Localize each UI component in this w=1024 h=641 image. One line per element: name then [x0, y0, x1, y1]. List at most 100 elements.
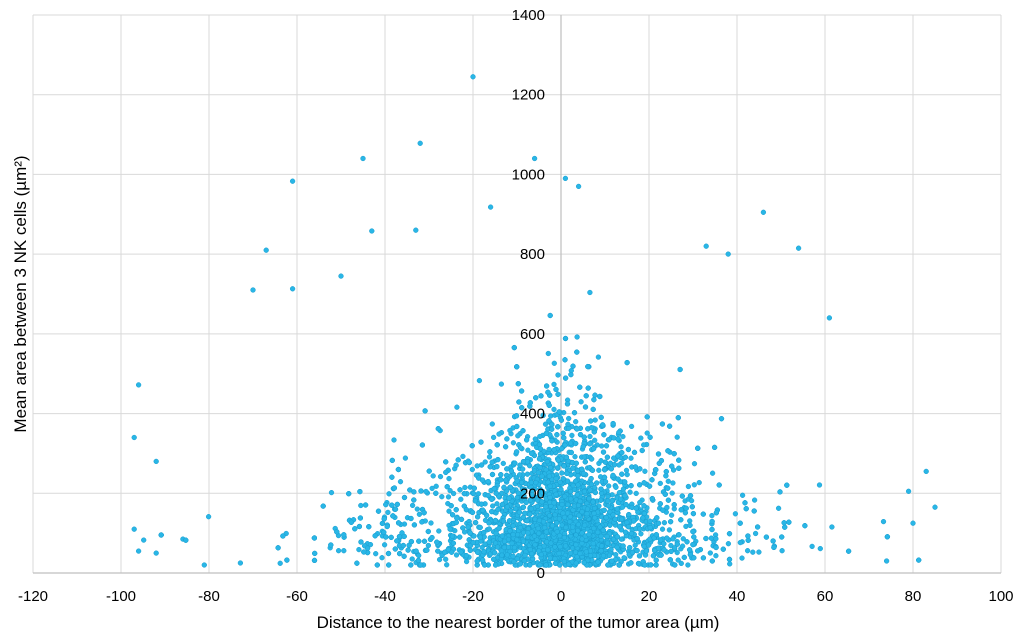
scatter-point	[590, 446, 597, 452]
scatter-point	[587, 289, 593, 296]
scatter-point	[312, 550, 318, 557]
scatter-point	[695, 548, 701, 554]
scatter-point	[388, 534, 394, 541]
scatter-point	[932, 504, 938, 510]
scatter-point	[592, 489, 598, 496]
scatter-point	[425, 528, 431, 535]
scatter-point	[635, 560, 642, 567]
x-tick-label: -60	[286, 588, 308, 605]
scatter-point	[517, 472, 523, 478]
scatter-point	[802, 523, 808, 529]
scatter-point	[474, 549, 481, 555]
x-tick-label: -20	[462, 588, 484, 605]
scatter-point	[687, 552, 694, 558]
scatter-point	[549, 522, 556, 529]
scatter-point	[567, 440, 574, 446]
scatter-point	[496, 431, 502, 437]
scatter-point	[445, 494, 452, 500]
scatter-point	[383, 534, 389, 540]
scatter-point	[883, 558, 890, 564]
scatter-point	[500, 460, 506, 467]
scatter-point	[436, 528, 442, 534]
scatter-point	[516, 509, 523, 516]
scatter-point	[588, 418, 594, 424]
scatter-point	[277, 560, 283, 566]
scatter-point	[600, 449, 607, 455]
scatter-point	[411, 497, 417, 503]
scatter-point	[615, 453, 621, 459]
scatter-point	[726, 556, 733, 563]
scatter-point	[381, 542, 388, 548]
y-tick-label: 200	[520, 485, 545, 502]
scatter-point	[131, 526, 137, 532]
scatter-point	[357, 515, 364, 521]
scatter-point	[763, 534, 770, 540]
y-tick-label: 400	[520, 406, 545, 423]
scatter-point	[613, 484, 619, 490]
y-tick-label: 600	[520, 326, 545, 343]
scatter-point	[536, 548, 542, 554]
scatter-point	[600, 553, 607, 559]
scatter-point	[691, 555, 697, 561]
scatter-point	[655, 545, 662, 551]
scatter-point	[671, 502, 677, 508]
scatter-point	[639, 447, 645, 454]
scatter-point	[564, 401, 571, 407]
scatter-point	[534, 537, 540, 543]
scatter-point	[655, 520, 662, 526]
scatter-point	[614, 534, 620, 540]
scatter-point	[619, 504, 626, 510]
scatter-point	[537, 446, 544, 452]
y-tick-label: 1200	[512, 87, 545, 104]
scatter-point	[470, 74, 476, 80]
scatter-point	[526, 463, 533, 469]
scatter-point	[610, 536, 617, 543]
scatter-point	[481, 562, 488, 568]
scatter-point	[923, 468, 929, 475]
scatter-point	[492, 517, 499, 524]
scatter-point	[527, 562, 533, 568]
scatter-point	[561, 435, 567, 441]
scatter-point	[678, 517, 684, 523]
scatter-point	[546, 512, 553, 519]
scatter-point	[341, 532, 347, 538]
scatter-point	[786, 519, 792, 525]
scatter-point	[709, 512, 715, 519]
x-tick-label: 20	[641, 588, 658, 605]
scatter-point	[561, 558, 567, 565]
scatter-point	[480, 507, 486, 513]
scatter-point	[779, 548, 785, 554]
scatter-point	[467, 530, 473, 536]
scatter-point	[504, 466, 510, 472]
scatter-point	[514, 423, 520, 430]
scatter-point	[429, 485, 435, 492]
scatter-point	[597, 524, 603, 530]
scatter-point	[511, 559, 517, 565]
scatter-point	[498, 472, 504, 478]
scatter-point	[751, 497, 758, 503]
scatter-point	[665, 497, 672, 503]
scatter-point	[598, 533, 604, 539]
scatter-point	[707, 550, 713, 556]
scatter-point	[581, 470, 587, 477]
scatter-point	[551, 406, 557, 413]
scatter-point	[543, 562, 549, 568]
scatter-point	[676, 457, 682, 463]
scatter-point	[668, 542, 674, 549]
scatter-point	[506, 518, 513, 524]
scatter-point	[531, 533, 538, 539]
scatter-point	[383, 501, 389, 508]
scatter-point	[493, 530, 499, 536]
scatter-point	[658, 537, 664, 543]
scatter-point	[547, 483, 553, 489]
scatter-point	[627, 544, 633, 551]
scatter-point	[520, 458, 527, 465]
scatter-point	[685, 483, 692, 490]
scatter-point	[583, 393, 589, 399]
scatter-point	[416, 511, 423, 517]
scatter-point	[411, 522, 418, 528]
scatter-point	[536, 441, 543, 448]
scatter-point	[510, 531, 516, 538]
scatter-point	[784, 482, 790, 488]
